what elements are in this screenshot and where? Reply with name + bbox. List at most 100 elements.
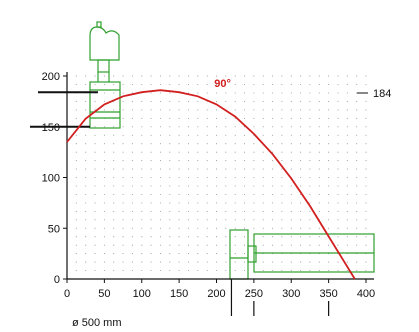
grid-dot <box>337 92 339 94</box>
grid-dot <box>131 92 133 94</box>
grid-dot <box>197 185 199 187</box>
grid-dot <box>75 109 77 111</box>
grid-dot <box>131 269 133 272</box>
grid-dot <box>300 126 302 128</box>
grid-dot <box>103 168 105 170</box>
grid-dot <box>85 236 87 238</box>
grid-dot <box>85 219 87 221</box>
grid-dot <box>290 143 292 145</box>
grid-dot <box>131 176 133 179</box>
grid-dot <box>243 244 246 246</box>
series-line <box>66 89 356 280</box>
grid-dot <box>346 109 348 111</box>
grid-dot <box>150 100 152 102</box>
grid-dot <box>169 134 171 136</box>
grid-dot <box>197 193 199 196</box>
grid-dot <box>85 160 87 162</box>
grid-dot <box>356 75 358 77</box>
grid-dot <box>356 185 358 187</box>
grid-dot <box>197 269 199 272</box>
grid-dot <box>243 168 246 170</box>
grid-dot <box>159 236 161 238</box>
grid-dot <box>85 143 87 145</box>
grid-dot <box>328 269 330 272</box>
grid-dot <box>253 219 255 221</box>
grid-dot <box>262 134 264 136</box>
grid-dot <box>253 210 255 212</box>
grid-dot <box>75 202 77 204</box>
grid-dot <box>253 100 255 102</box>
grid-dot <box>309 193 311 196</box>
grid-dot <box>169 210 171 212</box>
grid-dot <box>253 126 255 128</box>
grid-dot <box>309 176 311 179</box>
grid-dot <box>85 193 87 196</box>
grid-dot <box>253 202 255 204</box>
grid-dot <box>356 202 358 204</box>
grid-dot <box>197 160 199 162</box>
grid-dot <box>346 219 348 221</box>
grid-dot <box>169 202 171 204</box>
grid-dot <box>75 269 77 272</box>
grid-dot <box>187 210 190 212</box>
grid-dot <box>131 134 133 136</box>
grid-dot <box>262 109 264 111</box>
grid-dot <box>281 117 283 119</box>
grid-dot <box>281 202 283 204</box>
grid-dot <box>85 244 87 246</box>
grid-dot <box>103 219 105 221</box>
series-label: 90° <box>214 78 231 90</box>
grid-dot <box>113 227 115 229</box>
grid-dot <box>131 109 133 111</box>
grid-dot <box>178 253 180 255</box>
grid-dot <box>131 193 133 196</box>
grid-dot <box>346 143 348 145</box>
grid-dot <box>253 75 255 77</box>
grid-dot <box>122 109 124 111</box>
grid-dot <box>346 134 348 136</box>
grid-dot <box>234 168 236 170</box>
grid-dot <box>272 92 274 94</box>
grid-dot <box>178 193 180 196</box>
grid-dot <box>206 83 208 86</box>
grid-dot <box>178 168 180 170</box>
grid-dot <box>169 100 171 102</box>
grid-dot <box>243 176 246 179</box>
grid-dot <box>141 134 143 136</box>
grid-dot <box>215 185 218 187</box>
grid-dot <box>94 176 96 179</box>
grid-dot <box>141 193 143 196</box>
grid-dot <box>131 83 133 86</box>
grid-dot <box>365 168 367 170</box>
grid-dot <box>178 83 180 86</box>
grid-dot <box>318 134 320 136</box>
grid-dot <box>75 75 77 77</box>
grid-dot <box>178 219 180 221</box>
grid-dot <box>85 134 87 136</box>
grid-dot <box>328 227 330 229</box>
grid-dot <box>178 244 180 246</box>
grid-dot <box>113 202 115 204</box>
dotted-grid <box>66 75 367 280</box>
grid-dot <box>300 236 302 238</box>
grid-dot <box>178 176 180 179</box>
grid-dot <box>328 261 330 263</box>
grid-dot <box>103 227 105 229</box>
grid-dot <box>365 143 367 145</box>
grid-dot <box>243 185 246 187</box>
grid-dot <box>187 236 190 238</box>
grid-dot <box>169 168 171 170</box>
grid-dot <box>328 185 330 187</box>
grid-dot <box>141 269 143 272</box>
grid-dot <box>187 109 190 111</box>
grid-dot <box>150 261 152 263</box>
grid-dot <box>225 143 227 145</box>
grid-dot <box>328 193 330 196</box>
grid-dot <box>356 210 358 212</box>
grid-dot <box>85 168 87 170</box>
grid-dot <box>206 261 208 263</box>
grid-dot <box>281 261 283 263</box>
grid-dot <box>272 100 274 102</box>
grid-dot <box>225 244 227 246</box>
grid-dot <box>365 160 367 162</box>
